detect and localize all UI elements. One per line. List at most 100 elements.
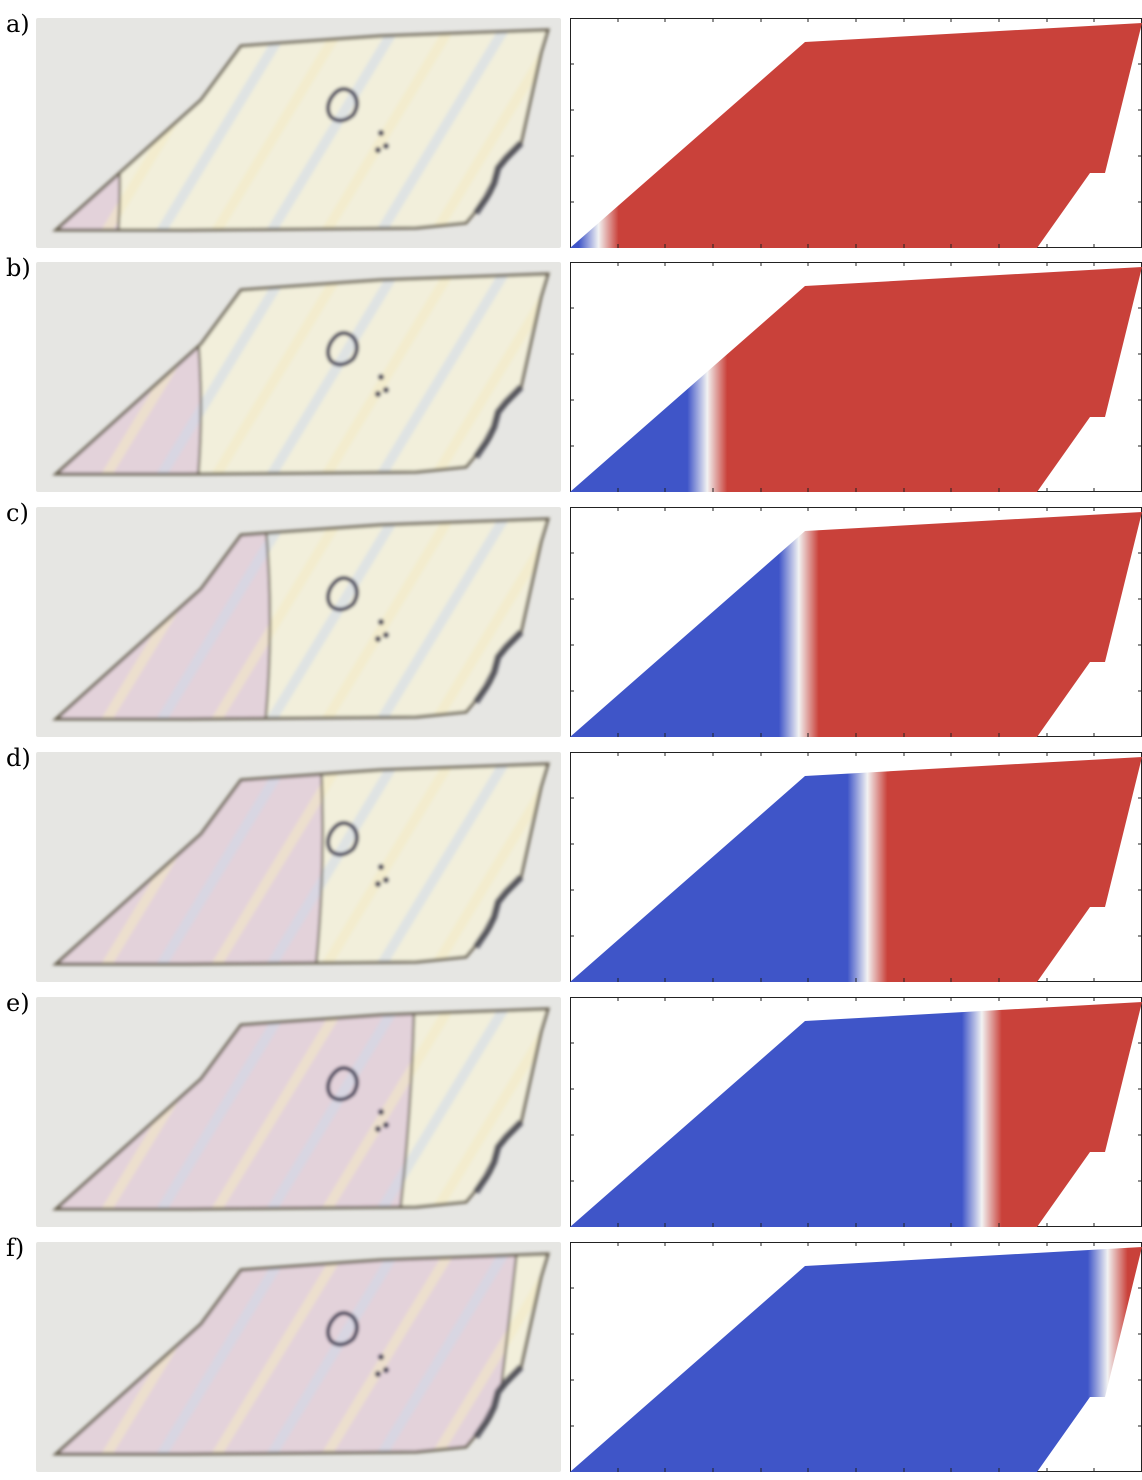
simulation-panel (570, 752, 1142, 982)
simulation-svg (570, 18, 1142, 248)
striation-band (256, 30, 406, 230)
micrograph-svg (36, 752, 561, 982)
panel-label: a) (6, 10, 30, 38)
inclusion-dot (378, 374, 384, 380)
striation-band (201, 274, 351, 474)
rough-edge (473, 874, 524, 949)
inclusion (326, 87, 359, 123)
phase-boundary-line (397, 1009, 416, 1209)
rough-edge (473, 1119, 524, 1194)
striation-band (311, 519, 461, 719)
micrograph-svg (36, 262, 561, 492)
panel-row: c) (0, 499, 1142, 745)
inclusion-dot (375, 1371, 381, 1377)
inclusion-dot (383, 1367, 389, 1373)
simulation-svg (570, 1242, 1142, 1472)
striation-band (366, 519, 516, 719)
inclusion-dot (375, 636, 381, 642)
micrograph-image (36, 997, 561, 1227)
striation-band (311, 764, 461, 964)
simulation-svg (570, 507, 1142, 737)
panel-label: b) (6, 254, 31, 282)
inclusion-dot (378, 130, 384, 136)
striation-band (256, 519, 406, 719)
inclusion (326, 821, 359, 857)
panel-label: e) (6, 989, 30, 1017)
inclusion (326, 576, 359, 612)
striation-band (256, 1009, 406, 1209)
inclusion-dot (375, 147, 381, 153)
striation-band (311, 1254, 461, 1454)
rough-edge (473, 1364, 524, 1439)
simulation-svg (570, 262, 1142, 492)
simulation-domain (570, 267, 1142, 492)
striation-band (311, 30, 461, 230)
panel-row: f) (0, 1234, 1142, 1480)
striation-band (256, 1254, 406, 1454)
simulation-panel (570, 1242, 1142, 1472)
striation-band (366, 1009, 516, 1209)
striation-band (366, 764, 516, 964)
striation-band (201, 1009, 351, 1209)
simulation-svg (570, 997, 1142, 1227)
phase-boundary-line (313, 764, 324, 964)
striation-band (146, 30, 296, 230)
micrograph-image (36, 507, 561, 737)
micrograph-image (36, 18, 561, 248)
striation-band (201, 30, 351, 230)
simulation-panel (570, 18, 1142, 248)
striation-band (146, 1254, 296, 1454)
panel-row: e) (0, 989, 1142, 1235)
panel-row: d) (0, 744, 1142, 990)
striation-band (366, 30, 516, 230)
inclusion-dot (383, 632, 389, 638)
micrograph-svg (36, 997, 561, 1227)
panel-row: b) (0, 254, 1142, 500)
striation-band (146, 1009, 296, 1209)
micrograph-image (36, 262, 561, 492)
micrograph-svg (36, 1242, 561, 1472)
inclusion-dot (383, 1122, 389, 1128)
striation-band (311, 1009, 461, 1209)
striation-band (146, 274, 296, 474)
phase-boundary-line (262, 519, 272, 719)
simulation-domain (570, 23, 1142, 248)
striation-band (256, 764, 406, 964)
rough-edge (473, 629, 524, 704)
inclusion-dot (375, 881, 381, 887)
panel-row: a) (0, 10, 1142, 256)
inclusion-dot (378, 864, 384, 870)
rough-edge (473, 384, 524, 459)
inclusion-dot (378, 1354, 384, 1360)
inclusion (326, 331, 359, 367)
striation-band (311, 274, 461, 474)
crystal-body (56, 30, 548, 230)
micrograph-image (36, 752, 561, 982)
simulation-domain (570, 1247, 1142, 1472)
striation-band (201, 519, 351, 719)
simulation-panel (570, 997, 1142, 1227)
simulation-panel (570, 507, 1142, 737)
inclusion-dot (375, 1126, 381, 1132)
inclusion-dot (383, 387, 389, 393)
inclusion (326, 1311, 359, 1347)
micrograph-svg (36, 18, 561, 248)
simulation-domain (570, 1002, 1142, 1227)
striation-band (201, 1254, 351, 1454)
inclusion-dot (383, 143, 389, 149)
striation-band (256, 274, 406, 474)
inclusion-dot (375, 391, 381, 397)
inclusion-dot (378, 1109, 384, 1115)
striation-band (146, 764, 296, 964)
simulation-domain (570, 757, 1142, 982)
striation-band (366, 274, 516, 474)
rough-edge (473, 140, 524, 215)
micrograph-svg (36, 507, 561, 737)
panel-label: f) (6, 1234, 25, 1262)
striation-band (366, 1254, 516, 1454)
simulation-domain (570, 512, 1142, 737)
panel-label: c) (6, 499, 29, 527)
inclusion-dot (378, 619, 384, 625)
simulation-svg (570, 752, 1142, 982)
micrograph-image (36, 1242, 561, 1472)
